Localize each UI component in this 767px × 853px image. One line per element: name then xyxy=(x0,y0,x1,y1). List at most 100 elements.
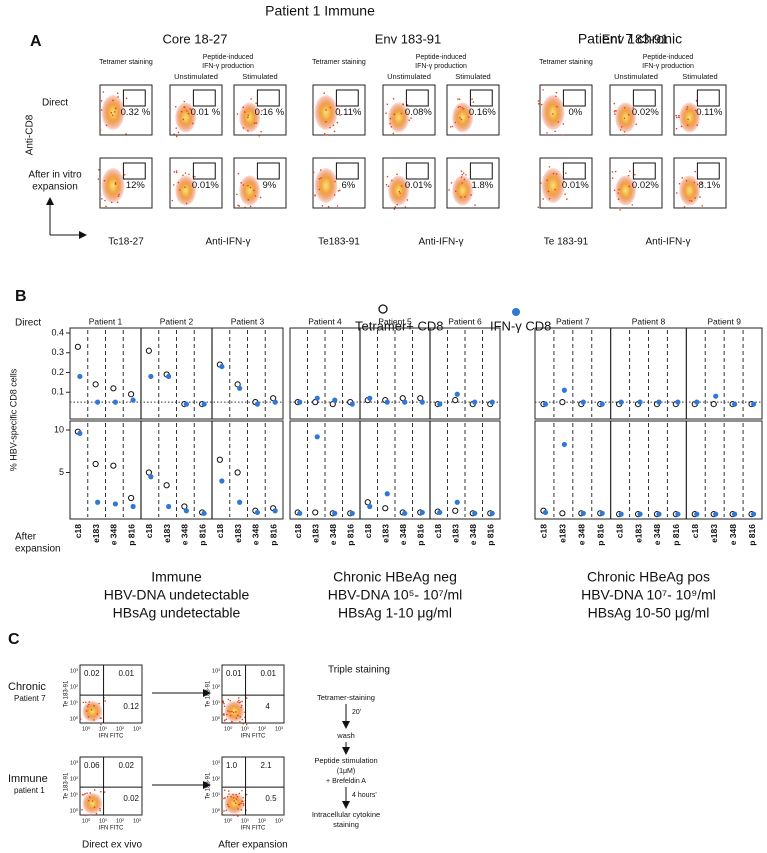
flow-event xyxy=(459,117,461,119)
category-label: p 816 xyxy=(747,524,757,546)
flow-event xyxy=(99,807,101,810)
flow-event xyxy=(333,194,336,196)
flow-event xyxy=(240,704,243,707)
gate xyxy=(122,89,146,107)
group-caption: HBsAg undetectable xyxy=(113,605,241,621)
flow-density xyxy=(101,168,125,203)
flow-event xyxy=(628,170,631,173)
condition: Unstimulated xyxy=(614,72,658,81)
flow-event xyxy=(400,112,403,115)
tetramer-point xyxy=(559,510,566,517)
row-label: expansion xyxy=(32,182,78,193)
x-tick-label: 10² xyxy=(116,818,124,824)
ifn-point xyxy=(750,511,757,517)
flow-event xyxy=(542,89,544,91)
flow-density xyxy=(541,95,565,130)
flow-event xyxy=(100,109,103,111)
ifn-point xyxy=(656,399,662,405)
flow-event xyxy=(458,98,461,101)
flow-event xyxy=(223,797,225,800)
category-label: c18 xyxy=(215,524,225,538)
axis-label: IFN FITC xyxy=(99,734,124,740)
ifn-point xyxy=(367,503,373,510)
axis-label: Tc18-27 xyxy=(108,237,144,248)
flow-event xyxy=(247,199,250,201)
heading: Peptide-induced xyxy=(416,54,467,61)
flow-event xyxy=(625,133,628,136)
gate xyxy=(562,89,586,107)
flow-event xyxy=(237,808,239,810)
y-tick-label: 5 xyxy=(59,467,64,477)
flow-event xyxy=(474,204,476,206)
percent: 0.16 % xyxy=(255,107,285,118)
flow-event xyxy=(390,179,393,182)
flow-event xyxy=(694,197,696,199)
ifn-point xyxy=(130,397,136,403)
flow-event xyxy=(394,206,397,208)
flow-event xyxy=(687,118,689,121)
flow-event xyxy=(95,812,98,815)
protocol-step: Peptide stimulation xyxy=(314,756,377,765)
flow-event xyxy=(88,796,91,798)
flow-event xyxy=(385,112,387,114)
flow-event xyxy=(240,809,243,811)
flow-event xyxy=(396,203,399,206)
flow-event xyxy=(406,199,409,201)
ifn-point xyxy=(332,510,338,516)
flow-event xyxy=(245,697,248,699)
flow-event xyxy=(620,126,623,128)
gate xyxy=(632,89,656,107)
ifn-point xyxy=(419,509,425,516)
flow-event xyxy=(261,109,263,112)
axis-label: Te183-91 xyxy=(318,237,360,248)
condition: Stimulated xyxy=(242,72,277,81)
flow-event xyxy=(617,207,620,209)
ifn-point xyxy=(402,510,408,516)
y-tick-label: 10² xyxy=(212,684,220,690)
y-tick-label: 10³ xyxy=(70,760,78,766)
tetramer-point xyxy=(452,397,459,404)
flow-event xyxy=(333,130,336,133)
category-label: e 348 xyxy=(728,524,738,546)
row-label: Immune xyxy=(8,773,48,785)
flow-plot-frame xyxy=(79,756,143,816)
y-tick-label: 10¹ xyxy=(70,792,78,798)
axis-label: Te 183-91 xyxy=(544,237,589,248)
flow-event xyxy=(238,792,241,795)
flow-event xyxy=(242,796,244,799)
percent: 8.1% xyxy=(699,180,721,191)
ifn-point xyxy=(77,430,83,436)
flow-event xyxy=(314,194,316,196)
flow-event xyxy=(332,124,335,127)
category-label: c18 xyxy=(73,524,83,538)
flow-event xyxy=(241,718,244,721)
group-title: Core 18-27 xyxy=(162,31,227,46)
category-label: p 816 xyxy=(126,524,136,546)
y-tick-label: 10³ xyxy=(212,760,220,766)
ifn-point xyxy=(254,509,260,516)
ifn-point xyxy=(384,399,390,405)
flow-plot-frame xyxy=(99,84,153,136)
row-sublabel: Patient 7 xyxy=(14,694,46,703)
flow-event xyxy=(320,177,322,179)
flow-event xyxy=(459,196,462,198)
ifn-point xyxy=(637,399,643,405)
patient-title: Patient 8 xyxy=(632,316,666,326)
percent: 0.02% xyxy=(632,180,659,191)
y-tick-label: 10¹ xyxy=(212,792,220,798)
tetramer-point xyxy=(216,456,223,463)
group-caption: HBV-DNA 10⁷- 10⁹/ml xyxy=(581,587,716,603)
flow-event xyxy=(226,803,229,806)
flow-event xyxy=(623,107,626,109)
patient-title: Patient 5 xyxy=(378,316,412,326)
category-label: e183 xyxy=(91,524,101,543)
flow-event xyxy=(542,198,544,200)
flow-event xyxy=(255,102,257,104)
flow-event xyxy=(232,793,234,796)
flow-event xyxy=(389,122,391,125)
ifn-point xyxy=(402,399,408,405)
flow-event xyxy=(241,789,243,792)
flow-event xyxy=(85,710,88,712)
flow-event xyxy=(93,705,95,707)
y-tick-label: 0.3 xyxy=(51,347,64,357)
